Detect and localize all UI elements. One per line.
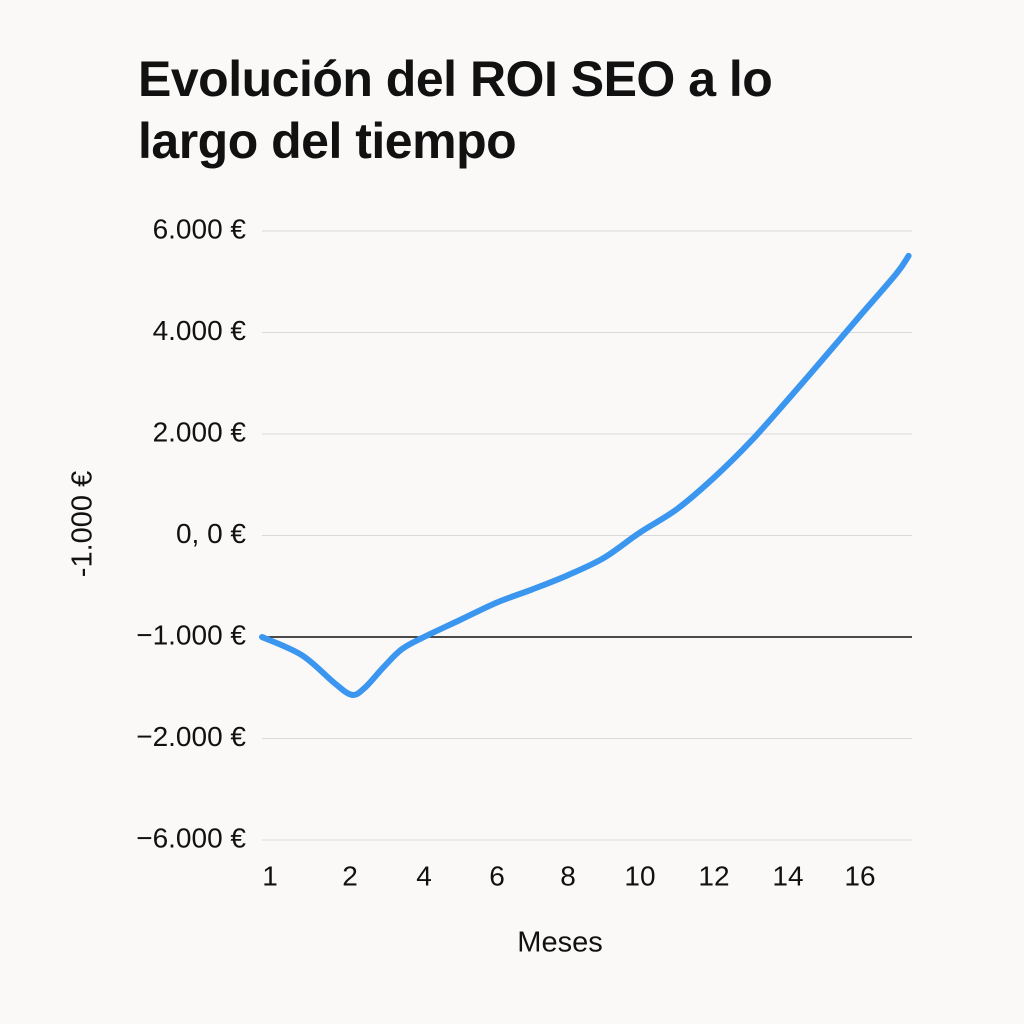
- x-tick-label: 12: [698, 860, 729, 891]
- y-tick-label: −1.000 €: [136, 619, 246, 650]
- x-tick-label: 2: [342, 860, 358, 891]
- gridlines: [262, 230, 912, 841]
- x-tick-label: 4: [416, 860, 432, 891]
- x-tick-label: 10: [624, 860, 655, 891]
- x-tick-labels: 1 2 4 6 8 10 12 14 16: [262, 860, 875, 891]
- x-tick-label: 8: [560, 860, 576, 891]
- y-tick-label: 6.000 €: [153, 213, 247, 244]
- roi-line: [259, 252, 912, 698]
- y-tick-label: 4.000 €: [153, 315, 247, 346]
- x-tick-label: 14: [772, 860, 803, 891]
- y-axis-label: -1.000 €: [67, 471, 99, 577]
- x-axis-label: Meses: [517, 927, 602, 959]
- chart-title: Evolución del ROI SEO a lo largo del tie…: [138, 51, 773, 169]
- series: [259, 252, 912, 698]
- x-tick-label: 1: [262, 860, 278, 891]
- x-tick-label: 6: [489, 860, 505, 891]
- x-tick-label: 16: [844, 860, 875, 891]
- y-tick-label: 0, 0 €: [176, 518, 246, 549]
- y-tick-label: −6.000 €: [136, 822, 246, 853]
- y-tick-label: −2.000 €: [136, 721, 246, 752]
- y-tick-labels: 6.000 € 4.000 € 2.000 € 0, 0 € −1.000 € −2.00…: [136, 213, 246, 853]
- y-tick-label: 2.000 €: [153, 416, 247, 447]
